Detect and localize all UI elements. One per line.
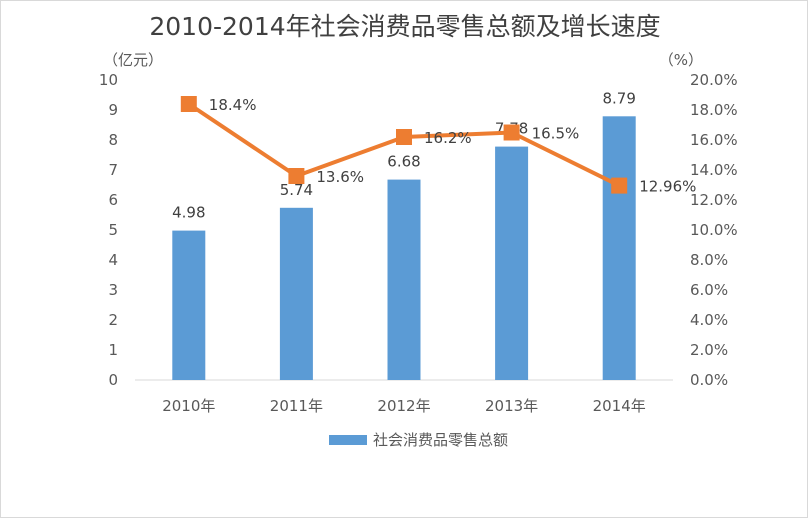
growth-marker bbox=[611, 177, 628, 194]
growth-data-label: 16.2% bbox=[424, 129, 472, 147]
bar bbox=[602, 116, 636, 381]
legend-label: 社会消费品零售总额 bbox=[373, 431, 508, 449]
y-left-tick-label: 4 bbox=[108, 251, 118, 269]
y-left-tick-label: 10 bbox=[99, 71, 118, 89]
bar-data-label: 4.98 bbox=[172, 204, 205, 222]
chart-title: 2010-2014年社会消费品零售总额及增长速度 bbox=[149, 12, 660, 41]
y-axis-right-ticks: 0.0% 2.0% 4.0% 6.0% 8.0% 10.0% 12.0% 14.0% 16.0%… bbox=[690, 71, 738, 389]
bar bbox=[172, 230, 206, 380]
growth-data-label: 16.5% bbox=[532, 125, 580, 143]
y-right-tick-label: 20.0% bbox=[690, 71, 738, 89]
bar bbox=[387, 179, 421, 380]
y-right-tick-label: 14.0% bbox=[690, 161, 738, 179]
growth-line-series: 18.4% 13.6% 16.2% 16.5% 12.96% bbox=[180, 96, 696, 196]
y-right-tick-label: 0.0% bbox=[690, 371, 728, 389]
y-left-tick-label: 9 bbox=[108, 101, 118, 119]
x-tick-label: 2012年 bbox=[377, 397, 430, 415]
y-axis-left-ticks: 0 1 2 3 4 5 6 7 8 9 10 bbox=[99, 71, 118, 389]
y-right-tick-label: 18.0% bbox=[690, 101, 738, 119]
bar-data-label: 5.74 bbox=[280, 181, 313, 199]
legend-swatch bbox=[329, 435, 367, 445]
y-right-tick-label: 6.0% bbox=[690, 281, 728, 299]
y-left-tick-label: 7 bbox=[108, 161, 118, 179]
y-right-tick-label: 2.0% bbox=[690, 341, 728, 359]
x-tick-label: 2010年 bbox=[162, 397, 215, 415]
y-right-tick-label: 12.0% bbox=[690, 191, 738, 209]
x-tick-label: 2011年 bbox=[270, 397, 323, 415]
growth-marker bbox=[180, 96, 197, 112]
growth-data-label: 13.6% bbox=[316, 168, 364, 186]
y-axis-right-label: （%） bbox=[659, 51, 703, 69]
bar bbox=[279, 207, 313, 380]
y-left-tick-label: 5 bbox=[108, 221, 118, 239]
y-right-tick-label: 4.0% bbox=[690, 311, 728, 329]
x-axis-ticks: 2010年 2011年 2012年 2013年 2014年 bbox=[162, 397, 646, 415]
bar-data-label: 6.68 bbox=[387, 153, 420, 171]
x-tick-label: 2013年 bbox=[485, 397, 538, 415]
y-right-tick-label: 16.0% bbox=[690, 131, 738, 149]
growth-marker bbox=[288, 168, 305, 184]
bar-data-label: 8.79 bbox=[602, 89, 635, 107]
growth-marker bbox=[396, 129, 412, 145]
y-left-tick-label: 3 bbox=[108, 281, 118, 299]
bar-data-labels: 4.985.746.687.788.79 bbox=[172, 89, 636, 221]
y-left-tick-label: 2 bbox=[108, 311, 118, 329]
y-left-tick-label: 0 bbox=[108, 371, 118, 389]
growth-marker bbox=[503, 124, 520, 141]
legend: 社会消费品零售总额 bbox=[329, 431, 508, 449]
x-tick-label: 2014年 bbox=[593, 397, 646, 415]
bar-series bbox=[172, 116, 636, 381]
y-right-tick-label: 10.0% bbox=[690, 221, 738, 239]
growth-data-label: 12.96% bbox=[639, 178, 696, 196]
bar bbox=[495, 146, 529, 380]
y-left-tick-label: 6 bbox=[108, 191, 118, 209]
growth-data-label: 18.4% bbox=[209, 96, 257, 114]
y-axis-left-label: （亿元） bbox=[103, 51, 163, 69]
y-right-tick-label: 8.0% bbox=[690, 251, 728, 269]
y-left-tick-label: 8 bbox=[108, 131, 118, 149]
y-left-tick-label: 1 bbox=[108, 341, 118, 359]
